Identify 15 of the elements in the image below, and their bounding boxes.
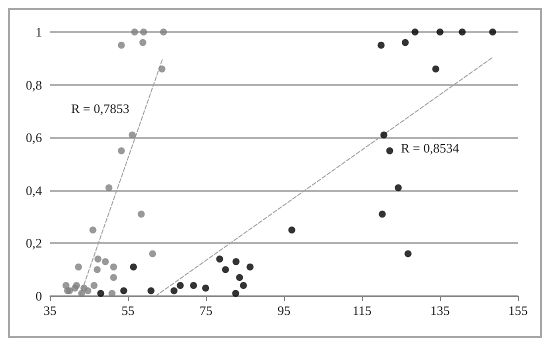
x-tick-label: 55 <box>122 303 134 318</box>
x-tick-label: 155 <box>508 303 528 318</box>
y-tick-label: 0,2 <box>26 236 42 251</box>
y-tick-label: 1 <box>36 24 42 40</box>
y-tick-label: 0,8 <box>26 77 42 92</box>
x-tick-label: 35 <box>44 303 56 318</box>
annotation: R = 0,7853 <box>71 100 130 116</box>
y-tick-label: 0 <box>36 288 42 304</box>
x-tick-label: 95 <box>278 303 290 318</box>
x-tick-label: 135 <box>430 303 450 318</box>
x-tick-label: 115 <box>352 303 372 318</box>
y-tick-label: 0,4 <box>26 182 42 198</box>
annotation: R = 0,8534 <box>400 140 460 156</box>
y-tick-label: 0,6 <box>26 130 42 146</box>
x-tick-label: 75 <box>200 303 212 318</box>
